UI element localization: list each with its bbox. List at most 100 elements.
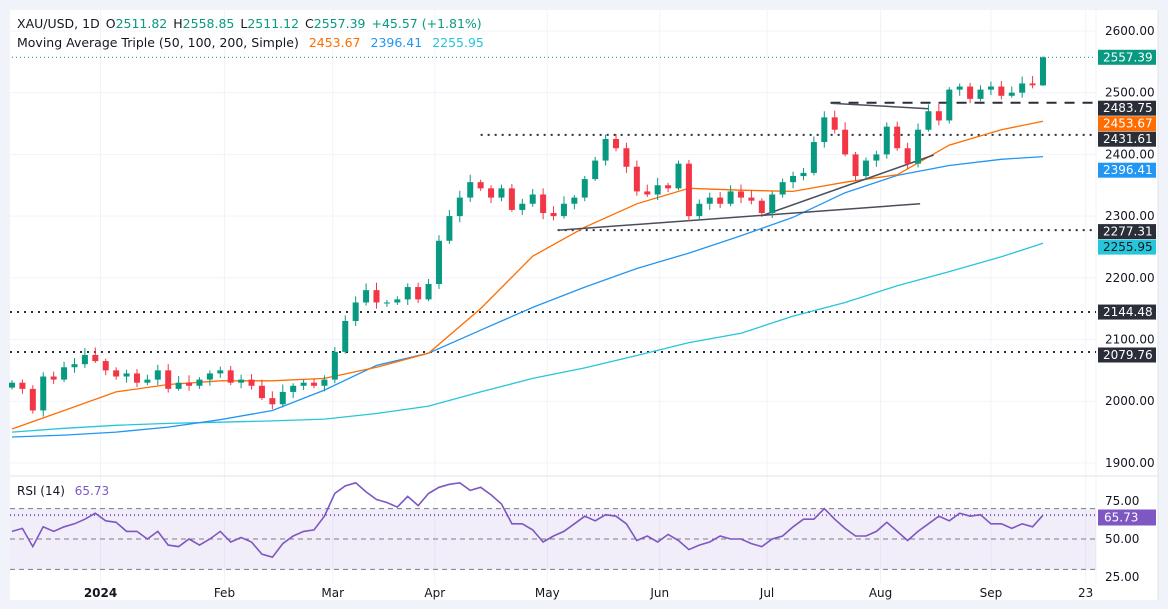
price-tick-label: 2300.00 [1105, 209, 1155, 223]
open-label: O [105, 16, 116, 31]
candle-body [342, 320, 349, 352]
candle-body [581, 179, 588, 198]
candle-body [633, 166, 640, 192]
candle-body [1029, 83, 1036, 86]
candle-body [435, 240, 442, 284]
candle-body [685, 163, 692, 217]
candle-body [769, 194, 776, 214]
price-tick-label: 2400.00 [1105, 148, 1155, 162]
candle-body [560, 203, 567, 217]
price-label: 2079.76 [1103, 348, 1153, 362]
candle-body [498, 188, 505, 198]
rsi-tick-label: 75.00 [1105, 494, 1139, 508]
candle-body [529, 194, 536, 204]
price-label-box [1098, 347, 1156, 363]
candle-body [706, 197, 713, 204]
candle-body [81, 354, 88, 365]
price-label-box [1098, 224, 1156, 240]
candle-body [258, 385, 265, 399]
ma200-line [11, 242, 1044, 433]
candle-body [1019, 83, 1026, 93]
candle-body [300, 382, 307, 386]
candle-body [665, 185, 672, 189]
candle-body [144, 379, 151, 383]
candle-body [71, 364, 78, 368]
candle-body [540, 194, 547, 214]
candle-body [904, 148, 911, 164]
candle-body [467, 182, 474, 198]
rsi-value: 65.73 [74, 484, 110, 498]
candle-body [894, 126, 901, 149]
rsi-tick-label: 50.00 [1105, 532, 1139, 546]
price-tick-label: 1900.00 [1105, 456, 1155, 470]
candle-body [456, 197, 463, 217]
candle-body [394, 299, 401, 303]
time-tick-label: Mar [321, 586, 344, 600]
ma-legend: Moving Average Triple (50, 100, 200, Sim… [17, 35, 490, 50]
candle-body [92, 354, 99, 362]
candle-body [623, 148, 630, 167]
candle-body [206, 373, 213, 380]
candle-body [831, 117, 838, 130]
trendline [830, 102, 929, 110]
candle-body [519, 203, 526, 210]
candle-body [508, 188, 515, 210]
ma50-line [11, 120, 1044, 430]
candle-body [279, 391, 286, 405]
candle-body [987, 86, 994, 90]
candle-body [238, 379, 245, 383]
close-value: 2557.39 [313, 16, 366, 31]
candle-body [290, 385, 297, 392]
candle-body [425, 283, 432, 300]
candle-body [727, 191, 734, 204]
rsi-title: RSI (14) [17, 484, 65, 498]
candle-body [571, 197, 578, 204]
price-label-box [1098, 100, 1156, 116]
candle-body [196, 379, 203, 386]
candle-body [331, 351, 338, 380]
candle-body [321, 379, 328, 386]
candle-body [602, 138, 609, 161]
price-tick-label: 2200.00 [1105, 271, 1155, 285]
symbol-legend: XAU/USD, 1D O2511.82 H2558.85 L2511.12 C2557… [17, 16, 488, 31]
candle-body [883, 126, 890, 155]
time-tick-label: May [535, 586, 560, 600]
candle-body [477, 182, 484, 189]
candle-body [946, 89, 953, 121]
change-value: +45.57 (+1.81%) [371, 16, 482, 31]
candle-body [935, 111, 942, 121]
candle-body [383, 302, 390, 304]
candle-body [592, 160, 599, 180]
price-label: 2255.95 [1103, 240, 1153, 254]
high-label: H [173, 16, 183, 31]
candle-body [133, 373, 140, 383]
low-label: L [240, 16, 248, 31]
close-label: C [305, 16, 314, 31]
candle-body [967, 86, 974, 99]
price-label-box [1098, 239, 1156, 255]
rsi-label-box [1098, 509, 1156, 526]
candle-body [217, 370, 224, 374]
rsi-current-label: 65.73 [1104, 511, 1138, 525]
price-tick-label: 2500.00 [1105, 86, 1155, 100]
candle-body [352, 302, 359, 321]
candle-body [925, 111, 932, 130]
candle-body [154, 370, 161, 380]
candle-body [227, 370, 234, 383]
price-tick-label: 2600.00 [1105, 24, 1155, 38]
price-label: 2453.67 [1103, 117, 1153, 131]
candle-body [446, 216, 453, 241]
candle-body [415, 287, 422, 300]
time-tick-label: Sep [980, 586, 1003, 600]
candle-body [363, 290, 370, 303]
time-tick-label: Jul [759, 586, 774, 600]
candle-body [810, 142, 817, 173]
candle-body [175, 382, 182, 389]
ma100-value: 2396.41 [370, 35, 423, 50]
price-tick-label: 2000.00 [1105, 394, 1155, 408]
candle-body [748, 197, 755, 201]
price-label-box [1098, 131, 1156, 147]
candle-body [102, 361, 109, 371]
candle-body [19, 382, 26, 389]
